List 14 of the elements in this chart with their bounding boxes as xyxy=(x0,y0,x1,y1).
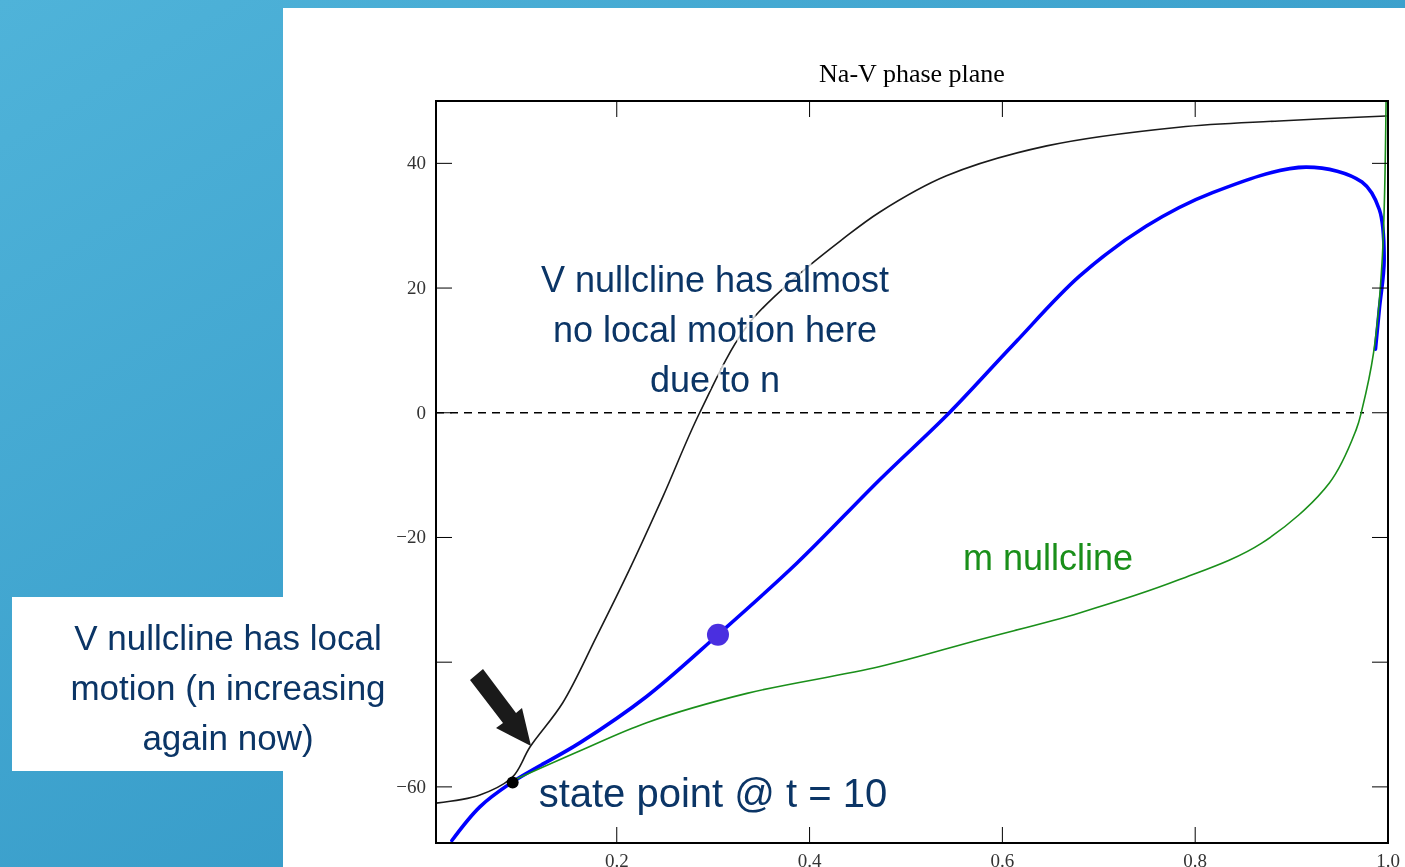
chart-title: Na-V phase plane xyxy=(819,59,1005,88)
y-tick-label: 40 xyxy=(407,152,426,174)
x-tick-label: 0.8 xyxy=(1183,850,1208,867)
series-label: m nullcline xyxy=(962,536,1134,578)
x-tick-label: 0.2 xyxy=(604,850,629,867)
x-tick-label: 1.0 xyxy=(1376,850,1400,867)
y-tick-label: 0 xyxy=(416,401,426,423)
text: V nullcline has local motion (n increasing again now) xyxy=(70,618,386,757)
x-tick-label: 0.4 xyxy=(797,850,822,867)
x-tick-label: 0.6 xyxy=(990,850,1015,867)
annotation: state point @ t = 10 xyxy=(538,770,888,815)
y-tick-label: 20 xyxy=(407,277,426,299)
y-tick-label: −20 xyxy=(396,526,426,548)
y-tick-label: −60 xyxy=(396,775,426,797)
